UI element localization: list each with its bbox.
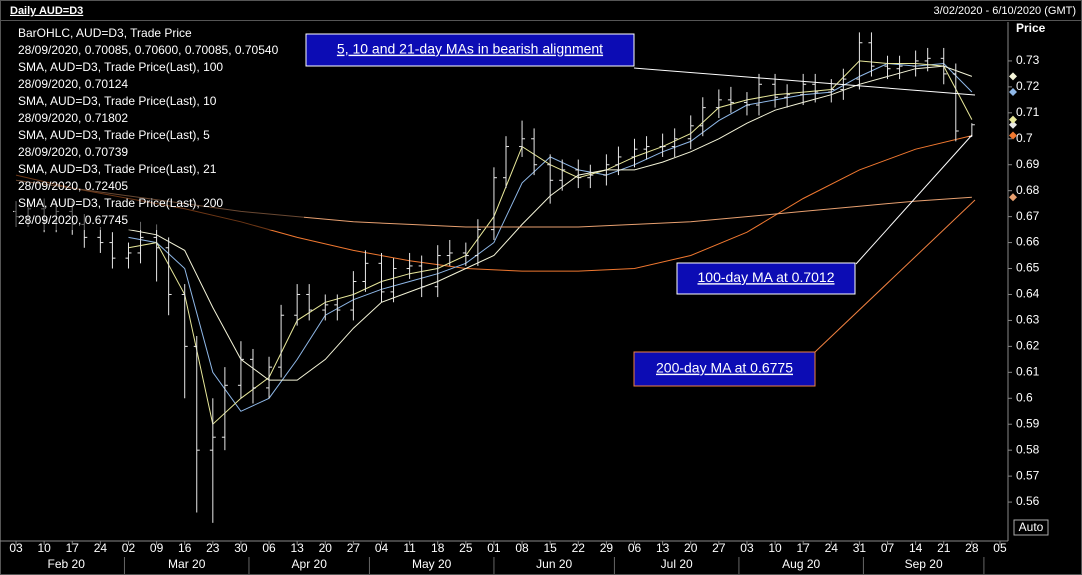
y-tick-label: 0.72 bbox=[1016, 79, 1040, 93]
y-tick-label: 0.7 bbox=[1016, 131, 1033, 145]
legend-entry: SMA, AUD=D3, Trade Price(Last), 10 bbox=[18, 94, 217, 108]
y-tick-label: 0.69 bbox=[1016, 157, 1040, 171]
legend-entry: SMA, AUD=D3, Trade Price(Last), 200 bbox=[18, 196, 223, 210]
x-tick-label: 15 bbox=[543, 541, 557, 555]
x-tick-label: 24 bbox=[825, 541, 839, 555]
x-tick-label: 06 bbox=[628, 541, 642, 555]
legend-readout: 28/09/2020, 0.70739 bbox=[18, 145, 128, 159]
x-tick-label: 04 bbox=[375, 541, 389, 555]
date-range: 3/02/2020 - 6/10/2020 (GMT) bbox=[934, 5, 1076, 17]
x-tick-label: 18 bbox=[431, 541, 445, 555]
last-value-marker bbox=[1009, 193, 1017, 202]
x-tick-label: 13 bbox=[656, 541, 670, 555]
x-tick-label: 20 bbox=[319, 541, 333, 555]
legend-background bbox=[14, 24, 304, 230]
y-tick-label: 0.56 bbox=[1016, 494, 1040, 508]
annotation-connector bbox=[633, 67, 976, 96]
x-tick-label: 30 bbox=[234, 541, 248, 555]
y-tick-label: 0.6 bbox=[1016, 390, 1033, 404]
month-label: Jun 20 bbox=[536, 557, 572, 571]
x-tick-label: 31 bbox=[853, 541, 867, 555]
x-tick-label: 08 bbox=[515, 541, 529, 555]
annotation-connector bbox=[814, 199, 976, 353]
annotation-text: 100-day MA at 0.7012 bbox=[698, 269, 835, 285]
x-tick-label: 29 bbox=[600, 541, 614, 555]
y-tick-label: 0.73 bbox=[1016, 53, 1040, 67]
x-tick-label: 20 bbox=[684, 541, 698, 555]
y-tick-label: 0.65 bbox=[1016, 261, 1040, 275]
legend-readout: 28/09/2020, 0.70085, 0.70600, 0.70085, 0… bbox=[18, 43, 279, 57]
x-tick-label: 17 bbox=[66, 541, 80, 555]
annotation-box bbox=[633, 351, 816, 387]
y-tick-label: 0.57 bbox=[1016, 468, 1040, 482]
x-tick-label: 27 bbox=[712, 541, 726, 555]
x-tick-label: 06 bbox=[262, 541, 276, 555]
x-tick-label: 10 bbox=[768, 541, 782, 555]
month-label: Sep 20 bbox=[905, 557, 943, 571]
y-tick-label: 0.71 bbox=[1016, 105, 1040, 119]
annotation-box bbox=[305, 33, 635, 67]
month-label: Feb 20 bbox=[48, 557, 86, 571]
last-value-marker bbox=[1009, 120, 1017, 129]
month-label: Jul 20 bbox=[661, 557, 693, 571]
last-value-marker bbox=[1009, 131, 1017, 140]
x-tick-label: 11 bbox=[403, 541, 416, 555]
y-tick-label: 0.68 bbox=[1016, 183, 1040, 197]
legend-readout: 28/09/2020, 0.70124 bbox=[18, 77, 128, 91]
y-axis-title: Price bbox=[1016, 21, 1046, 35]
month-label: Aug 20 bbox=[782, 557, 820, 571]
x-tick-label: 14 bbox=[909, 541, 923, 555]
last-value-marker bbox=[1009, 88, 1017, 97]
y-tick-label: 0.66 bbox=[1016, 235, 1040, 249]
chart-title: Daily AUD=D3 bbox=[10, 5, 83, 17]
y-tick-label: 0.64 bbox=[1016, 287, 1040, 301]
month-label: May 20 bbox=[412, 557, 452, 571]
x-tick-label: 07 bbox=[881, 541, 895, 555]
annotation-text: 200-day MA at 0.6775 bbox=[656, 360, 793, 376]
legend-entry: BarOHLC, AUD=D3, Trade Price bbox=[18, 26, 192, 40]
y-tick-label: 0.58 bbox=[1016, 442, 1040, 456]
auto-button[interactable] bbox=[1013, 519, 1049, 536]
y-tick-label: 0.63 bbox=[1016, 313, 1040, 327]
x-tick-label: 16 bbox=[178, 541, 192, 555]
month-label: Apr 20 bbox=[292, 557, 328, 571]
x-tick-label: 01 bbox=[487, 541, 501, 555]
last-value-marker bbox=[1009, 115, 1017, 124]
auto-button-label[interactable]: Auto bbox=[1019, 520, 1044, 534]
x-tick-label: 28 bbox=[965, 541, 979, 555]
legend-entry: SMA, AUD=D3, Trade Price(Last), 5 bbox=[18, 128, 210, 142]
legend-readout: 28/09/2020, 0.72405 bbox=[18, 179, 128, 193]
x-tick-label: 13 bbox=[290, 541, 304, 555]
x-tick-label: 27 bbox=[347, 541, 361, 555]
x-tick-label: 24 bbox=[94, 541, 108, 555]
y-tick-label: 0.61 bbox=[1016, 364, 1040, 378]
x-tick-label: 03 bbox=[9, 541, 23, 555]
x-tick-label: 23 bbox=[206, 541, 220, 555]
month-label: Mar 20 bbox=[168, 557, 206, 571]
legend-readout: 28/09/2020, 0.71802 bbox=[18, 111, 128, 125]
annotation-text: 5, 10 and 21-day MAs in bearish alignmen… bbox=[337, 41, 603, 57]
y-tick-label: 0.67 bbox=[1016, 209, 1040, 223]
legend-readout: 28/09/2020, 0.67745 bbox=[18, 213, 128, 227]
x-tick-label: 10 bbox=[37, 541, 51, 555]
annotation-connector bbox=[855, 134, 973, 265]
x-tick-label: 05 bbox=[993, 541, 1007, 555]
last-value-marker bbox=[1009, 72, 1017, 81]
x-tick-label: 22 bbox=[572, 541, 586, 555]
y-tick-label: 0.59 bbox=[1016, 416, 1040, 430]
x-tick-label: 21 bbox=[937, 541, 951, 555]
x-tick-label: 03 bbox=[740, 541, 754, 555]
legend-entry: SMA, AUD=D3, Trade Price(Last), 21 bbox=[18, 162, 217, 176]
x-tick-label: 25 bbox=[459, 541, 473, 555]
y-tick-label: 0.62 bbox=[1016, 339, 1040, 353]
x-tick-label: 09 bbox=[150, 541, 164, 555]
x-tick-label: 02 bbox=[122, 541, 136, 555]
annotation-box bbox=[676, 262, 856, 295]
x-tick-label: 17 bbox=[797, 541, 811, 555]
legend-entry: SMA, AUD=D3, Trade Price(Last), 100 bbox=[18, 60, 223, 74]
